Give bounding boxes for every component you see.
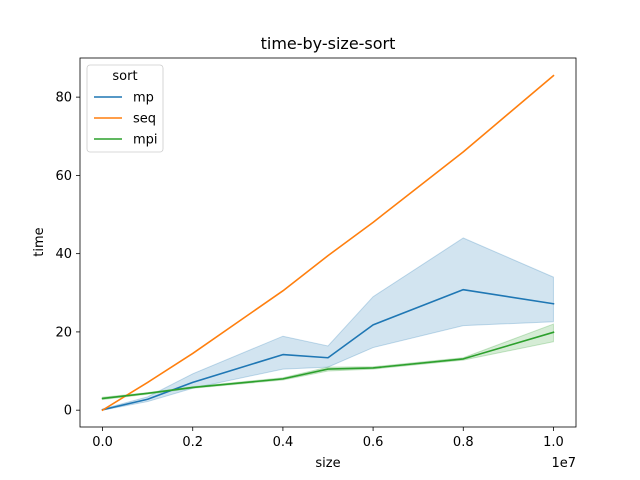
chart-title: time-by-size-sort bbox=[261, 34, 396, 53]
series-seq bbox=[101, 74, 555, 412]
legend-entries: mp seq mpi bbox=[94, 91, 158, 148]
series-line-mpi bbox=[101, 331, 555, 400]
x-tick-label: 0.4 bbox=[273, 435, 294, 450]
legend-label-mpi: mpi bbox=[133, 133, 158, 148]
x-axis-ticks: 0.0 0.2 0.4 0.6 0.8 1.0 bbox=[92, 427, 564, 450]
legend-box bbox=[86, 64, 164, 153]
series-line-mp bbox=[101, 288, 555, 411]
series-lines bbox=[101, 74, 555, 412]
x-tick-label: 0.8 bbox=[453, 435, 474, 450]
x-tick-label: 0.0 bbox=[92, 435, 113, 450]
ci-band-mp bbox=[102, 237, 554, 411]
x-axis-offset-label: 1e7 bbox=[551, 456, 576, 471]
y-axis-label: time bbox=[32, 227, 47, 256]
series-line-seq bbox=[101, 74, 555, 412]
y-tick-label: 0 bbox=[64, 404, 72, 419]
plot-frame bbox=[79, 57, 577, 428]
y-tick-label: 80 bbox=[55, 91, 72, 106]
y-axis-ticks: 0 20 40 60 80 bbox=[55, 91, 80, 419]
x-tick-label: 0.2 bbox=[182, 435, 203, 450]
legend-label-mp: mp bbox=[133, 91, 154, 106]
legend-title: sort bbox=[112, 69, 137, 84]
series-mpi bbox=[101, 331, 555, 400]
x-axis-label: size bbox=[315, 456, 340, 471]
series-mp bbox=[101, 288, 555, 411]
legend: sort mp seq mpi bbox=[86, 64, 164, 153]
x-tick-label: 1.0 bbox=[543, 435, 564, 450]
x-tick-label: 0.6 bbox=[363, 435, 384, 450]
legend-label-seq: seq bbox=[133, 112, 156, 127]
y-tick-label: 40 bbox=[55, 247, 72, 262]
y-tick-label: 60 bbox=[55, 169, 72, 184]
y-tick-label: 20 bbox=[55, 325, 72, 340]
